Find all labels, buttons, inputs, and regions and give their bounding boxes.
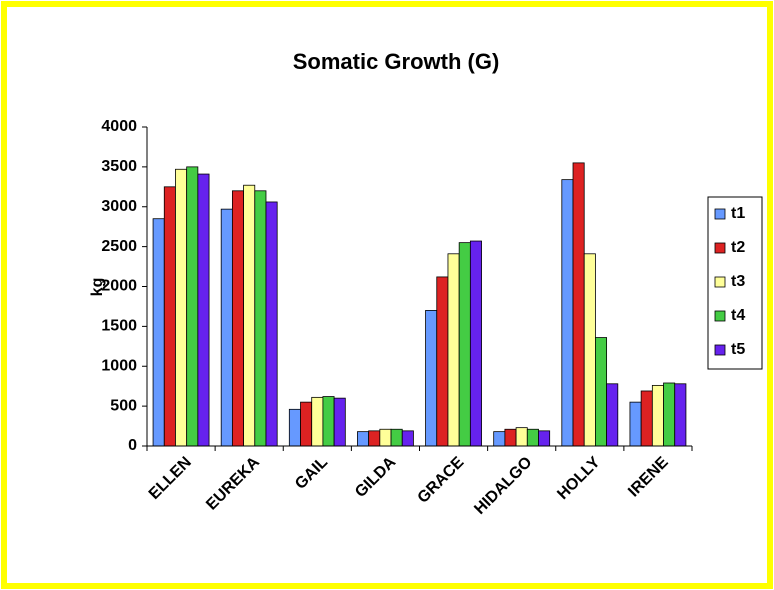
bar xyxy=(401,430,414,447)
bar xyxy=(390,428,403,447)
bar xyxy=(515,427,528,447)
bar xyxy=(504,428,517,447)
bar xyxy=(288,408,301,447)
bar xyxy=(538,430,551,447)
y-tick-label: 3000 xyxy=(101,198,137,215)
bar xyxy=(651,384,664,447)
bar xyxy=(447,253,460,447)
y-tick-label: 4000 xyxy=(101,118,137,135)
y-tick-label: 2000 xyxy=(101,278,137,295)
legend-label: t1 xyxy=(731,205,745,222)
legend-label: t4 xyxy=(731,307,745,324)
bar xyxy=(311,396,324,447)
bar xyxy=(663,382,676,447)
bar xyxy=(425,310,438,447)
bar xyxy=(595,337,608,447)
bar xyxy=(163,186,176,447)
y-tick-label: 1500 xyxy=(101,318,137,335)
y-axis-label: kg xyxy=(89,278,106,297)
bar xyxy=(458,242,471,447)
legend-swatch xyxy=(714,242,726,254)
bar xyxy=(640,390,653,447)
bar xyxy=(583,253,596,447)
y-tick-label: 0 xyxy=(128,437,137,454)
legend-swatch xyxy=(714,276,726,288)
y-tick-label: 500 xyxy=(110,397,137,414)
bar xyxy=(674,383,687,447)
y-tick-label: 1000 xyxy=(101,357,137,374)
legend-swatch xyxy=(714,208,726,220)
bar xyxy=(436,276,449,447)
bar xyxy=(333,397,346,447)
bar xyxy=(265,201,278,447)
bar xyxy=(561,179,574,447)
legend-label: t3 xyxy=(731,273,745,290)
bar xyxy=(469,240,482,447)
bar xyxy=(526,428,539,447)
bar xyxy=(368,430,381,447)
legend-label: t5 xyxy=(731,341,745,358)
bar xyxy=(300,401,313,447)
bar xyxy=(606,383,619,447)
bar xyxy=(572,162,585,447)
legend-label: t2 xyxy=(731,239,745,256)
bar xyxy=(197,173,210,447)
legend-swatch xyxy=(714,344,726,356)
y-tick-label: 3500 xyxy=(101,158,137,175)
bar xyxy=(629,401,642,447)
bar xyxy=(175,168,188,447)
bar xyxy=(243,184,256,447)
bar xyxy=(254,190,267,447)
bar xyxy=(357,431,370,447)
bar xyxy=(322,396,335,447)
bar xyxy=(379,428,392,447)
bar xyxy=(152,218,165,447)
bar xyxy=(231,190,244,447)
bar xyxy=(220,208,233,447)
y-tick-label: 2500 xyxy=(101,238,137,255)
chart-title: Somatic Growth (G) xyxy=(293,49,500,74)
bar xyxy=(186,166,199,447)
legend-swatch xyxy=(714,310,726,322)
bar xyxy=(493,431,506,447)
